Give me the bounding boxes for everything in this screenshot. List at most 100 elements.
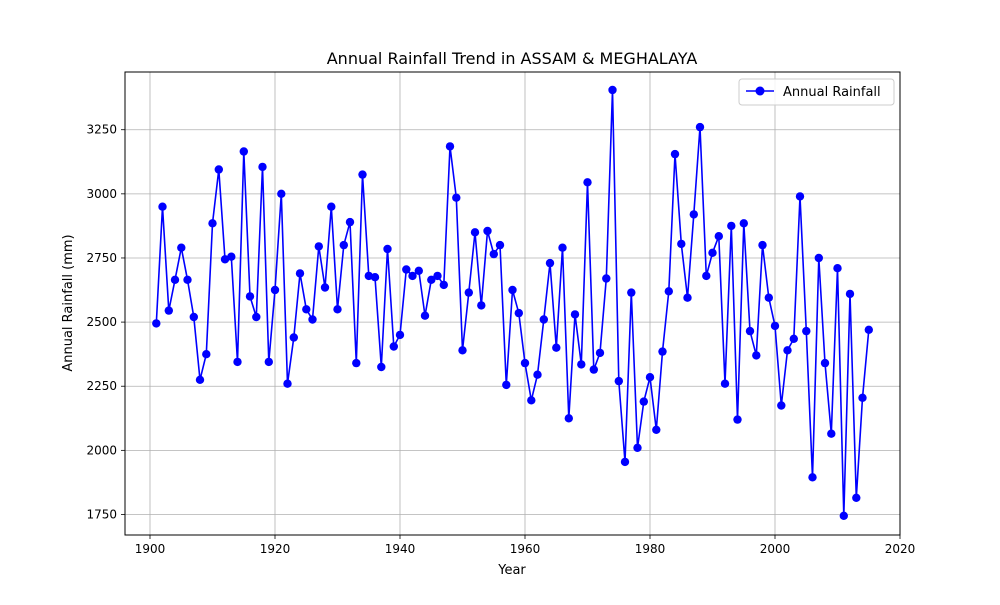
x-tick-label: 1900	[135, 542, 166, 556]
data-point	[639, 397, 648, 406]
data-point	[252, 312, 261, 322]
data-point	[289, 333, 298, 342]
data-point	[439, 280, 448, 290]
grid-lines	[125, 72, 901, 535]
data-point	[308, 315, 317, 324]
data-point	[483, 226, 492, 236]
data-point	[627, 288, 636, 297]
legend-box	[738, 78, 895, 106]
x-tick-label: 1920	[260, 542, 291, 556]
data-point	[783, 346, 792, 355]
data-point	[233, 357, 242, 367]
data-point	[564, 414, 573, 423]
data-point	[764, 293, 773, 302]
data-point	[645, 373, 655, 382]
data-point	[333, 305, 342, 314]
data-point	[158, 202, 167, 211]
legend-label: Annual Rainfall	[783, 85, 881, 100]
data-point	[420, 311, 430, 320]
y-tick-label: 2750	[86, 251, 117, 265]
data-point	[433, 271, 442, 281]
data-point	[777, 401, 786, 410]
data-point	[789, 334, 798, 343]
data-point	[727, 221, 736, 231]
legend: Annual Rainfall	[738, 78, 895, 106]
y-tick-label: 3000	[86, 187, 117, 201]
data-point	[264, 357, 273, 367]
data-point	[152, 319, 161, 328]
data-point	[733, 415, 742, 424]
x-tick-label: 2000	[760, 542, 791, 556]
data-point	[827, 429, 836, 438]
data-point	[402, 265, 411, 274]
y-tick-label: 1750	[86, 507, 117, 521]
y-tick-label: 2250	[86, 379, 117, 393]
data-point	[220, 255, 230, 264]
data-point	[720, 379, 730, 388]
y-axis-ticks: 1750 2000 2250 2500 2750 3000 3250	[86, 123, 125, 521]
y-tick-label: 3250	[86, 123, 117, 137]
data-point	[277, 189, 286, 198]
data-point	[339, 240, 348, 250]
data-point	[489, 249, 498, 259]
data-point	[552, 343, 561, 352]
data-point	[345, 217, 355, 227]
series-layer	[152, 85, 873, 520]
x-axis-label: Year	[497, 563, 526, 578]
data-point	[514, 308, 523, 318]
data-point	[589, 365, 598, 374]
data-point	[408, 271, 417, 281]
data-point	[695, 122, 705, 132]
data-point	[470, 228, 480, 237]
data-point	[708, 248, 717, 257]
data-point	[208, 219, 217, 228]
data-point	[533, 370, 542, 379]
data-point	[545, 258, 555, 268]
data-point	[520, 358, 530, 368]
y-tick-label: 2500	[86, 315, 117, 329]
data-point	[445, 142, 455, 151]
data-point	[202, 350, 211, 359]
data-point	[495, 240, 505, 250]
data-point	[595, 348, 605, 358]
data-point	[858, 393, 867, 402]
data-point	[577, 360, 586, 369]
data-point	[427, 275, 436, 284]
data-point	[664, 287, 673, 296]
data-point	[602, 274, 611, 283]
data-point	[258, 162, 267, 172]
data-point	[239, 147, 248, 156]
data-point	[752, 351, 761, 360]
data-point	[352, 358, 361, 368]
data-point	[658, 347, 667, 356]
data-point	[245, 292, 255, 301]
data-point	[714, 232, 723, 241]
y-axis-label: Annual Rainfall (mm)	[61, 234, 76, 371]
x-axis-ticks: 1900 1920 1940 1960 1980 2000 2020	[135, 535, 916, 556]
data-point	[839, 511, 848, 520]
data-point	[558, 243, 567, 252]
data-point	[677, 239, 686, 249]
data-point	[689, 210, 698, 219]
data-point	[702, 271, 711, 281]
data-point	[295, 269, 305, 278]
data-point	[314, 242, 323, 251]
chart-title: Annual Rainfall Trend in ASSAM & MEGHALA…	[327, 49, 698, 68]
data-point	[195, 375, 205, 384]
x-tick-label: 1980	[635, 542, 666, 556]
x-tick-label: 2020	[885, 542, 916, 556]
data-point	[183, 275, 192, 284]
data-point	[270, 285, 280, 295]
data-point	[864, 325, 873, 334]
data-point	[389, 342, 398, 351]
x-tick-label: 1940	[385, 542, 416, 556]
data-point	[670, 149, 680, 159]
data-point	[527, 396, 536, 405]
data-point	[758, 240, 767, 250]
y-tick-label: 2000	[86, 443, 117, 457]
data-point	[377, 362, 386, 372]
data-point	[327, 202, 336, 211]
data-point	[808, 473, 817, 482]
